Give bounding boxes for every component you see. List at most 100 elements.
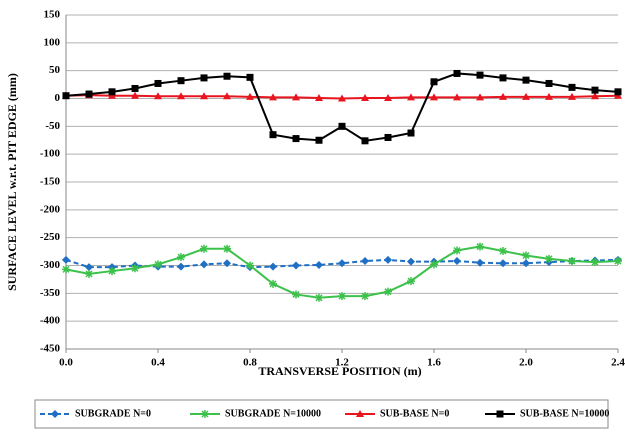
x-tick-label: 0.4 <box>151 357 165 369</box>
marker <box>131 264 139 273</box>
marker <box>499 74 507 82</box>
marker <box>292 93 300 101</box>
marker <box>522 76 530 84</box>
marker <box>223 259 231 268</box>
marker <box>315 260 323 269</box>
x-tick-label: 0.0 <box>59 357 73 369</box>
marker <box>51 410 59 418</box>
marker <box>177 262 185 271</box>
marker <box>223 92 231 100</box>
y-tick-label: 50 <box>49 64 61 76</box>
marker <box>591 258 599 267</box>
marker <box>545 92 553 100</box>
marker <box>407 257 415 266</box>
marker <box>591 86 599 94</box>
marker <box>177 77 185 85</box>
marker <box>407 277 415 286</box>
x-tick-label: 1.2 <box>335 357 349 369</box>
marker <box>545 254 553 263</box>
y-tick-label: -300 <box>40 259 61 271</box>
marker <box>384 133 392 141</box>
marker <box>85 90 93 98</box>
marker <box>85 269 93 278</box>
marker <box>177 253 185 262</box>
marker <box>361 292 369 301</box>
marker <box>384 93 392 101</box>
legend-label: SUBGRADE N=10000 <box>225 408 321 419</box>
marker <box>108 88 116 96</box>
x-tick-label: 2.4 <box>611 357 625 369</box>
series-line <box>65 72 619 142</box>
marker <box>614 257 622 266</box>
marker <box>315 293 323 302</box>
marker <box>476 93 484 101</box>
marker <box>568 257 576 266</box>
marker <box>200 74 208 82</box>
marker <box>614 88 622 96</box>
marker <box>108 267 116 276</box>
marker <box>356 410 364 417</box>
y-tick-label: 150 <box>44 9 61 21</box>
marker <box>591 92 599 100</box>
x-tick-label: 1.6 <box>427 357 441 369</box>
y-tick-label: -100 <box>40 148 61 160</box>
marker <box>131 91 139 99</box>
marker <box>384 255 392 264</box>
marker <box>131 84 139 92</box>
marker <box>269 93 277 101</box>
marker <box>338 122 346 130</box>
marker <box>85 263 93 272</box>
marker <box>292 290 300 299</box>
marker <box>246 92 254 100</box>
marker <box>62 255 70 264</box>
marker <box>338 94 346 102</box>
x-tick-label: 2.0 <box>519 357 533 369</box>
marker <box>315 93 323 101</box>
marker <box>292 135 300 143</box>
y-tick-label: -50 <box>45 120 60 132</box>
marker <box>361 137 369 145</box>
marker <box>522 92 530 100</box>
marker <box>269 131 277 139</box>
x-axis-label: TRANSVERSE POSITION (m) <box>258 364 421 378</box>
marker <box>522 251 530 260</box>
marker <box>154 260 162 269</box>
marker <box>499 259 507 268</box>
marker <box>430 78 438 86</box>
marker <box>499 247 507 256</box>
marker <box>476 242 484 251</box>
legend-box <box>34 399 609 429</box>
marker <box>292 261 300 270</box>
marker <box>430 93 438 101</box>
marker <box>62 265 70 274</box>
legend-label: SUBGRADE N=0 <box>75 408 151 419</box>
marker <box>384 287 392 296</box>
marker <box>154 79 162 87</box>
marker <box>246 73 254 81</box>
marker <box>201 410 209 418</box>
marker <box>568 83 576 91</box>
marker <box>453 246 461 255</box>
marker <box>407 93 415 101</box>
marker <box>453 257 461 266</box>
marker <box>177 92 185 100</box>
marker <box>430 260 438 269</box>
marker <box>315 136 323 144</box>
marker <box>499 92 507 100</box>
y-tick-label: -400 <box>40 315 61 327</box>
marker <box>154 92 162 100</box>
marker <box>545 79 553 87</box>
y-tick-label: -150 <box>40 176 61 188</box>
series-line <box>65 245 619 299</box>
marker <box>200 244 208 253</box>
y-tick-label: -450 <box>40 343 61 355</box>
marker <box>361 93 369 101</box>
marker <box>568 92 576 100</box>
marker <box>361 257 369 266</box>
marker <box>407 129 415 137</box>
y-tick-label: -350 <box>40 287 61 299</box>
marker <box>269 279 277 288</box>
marker <box>223 72 231 80</box>
marker <box>246 261 254 270</box>
y-tick-label: -200 <box>40 203 61 215</box>
